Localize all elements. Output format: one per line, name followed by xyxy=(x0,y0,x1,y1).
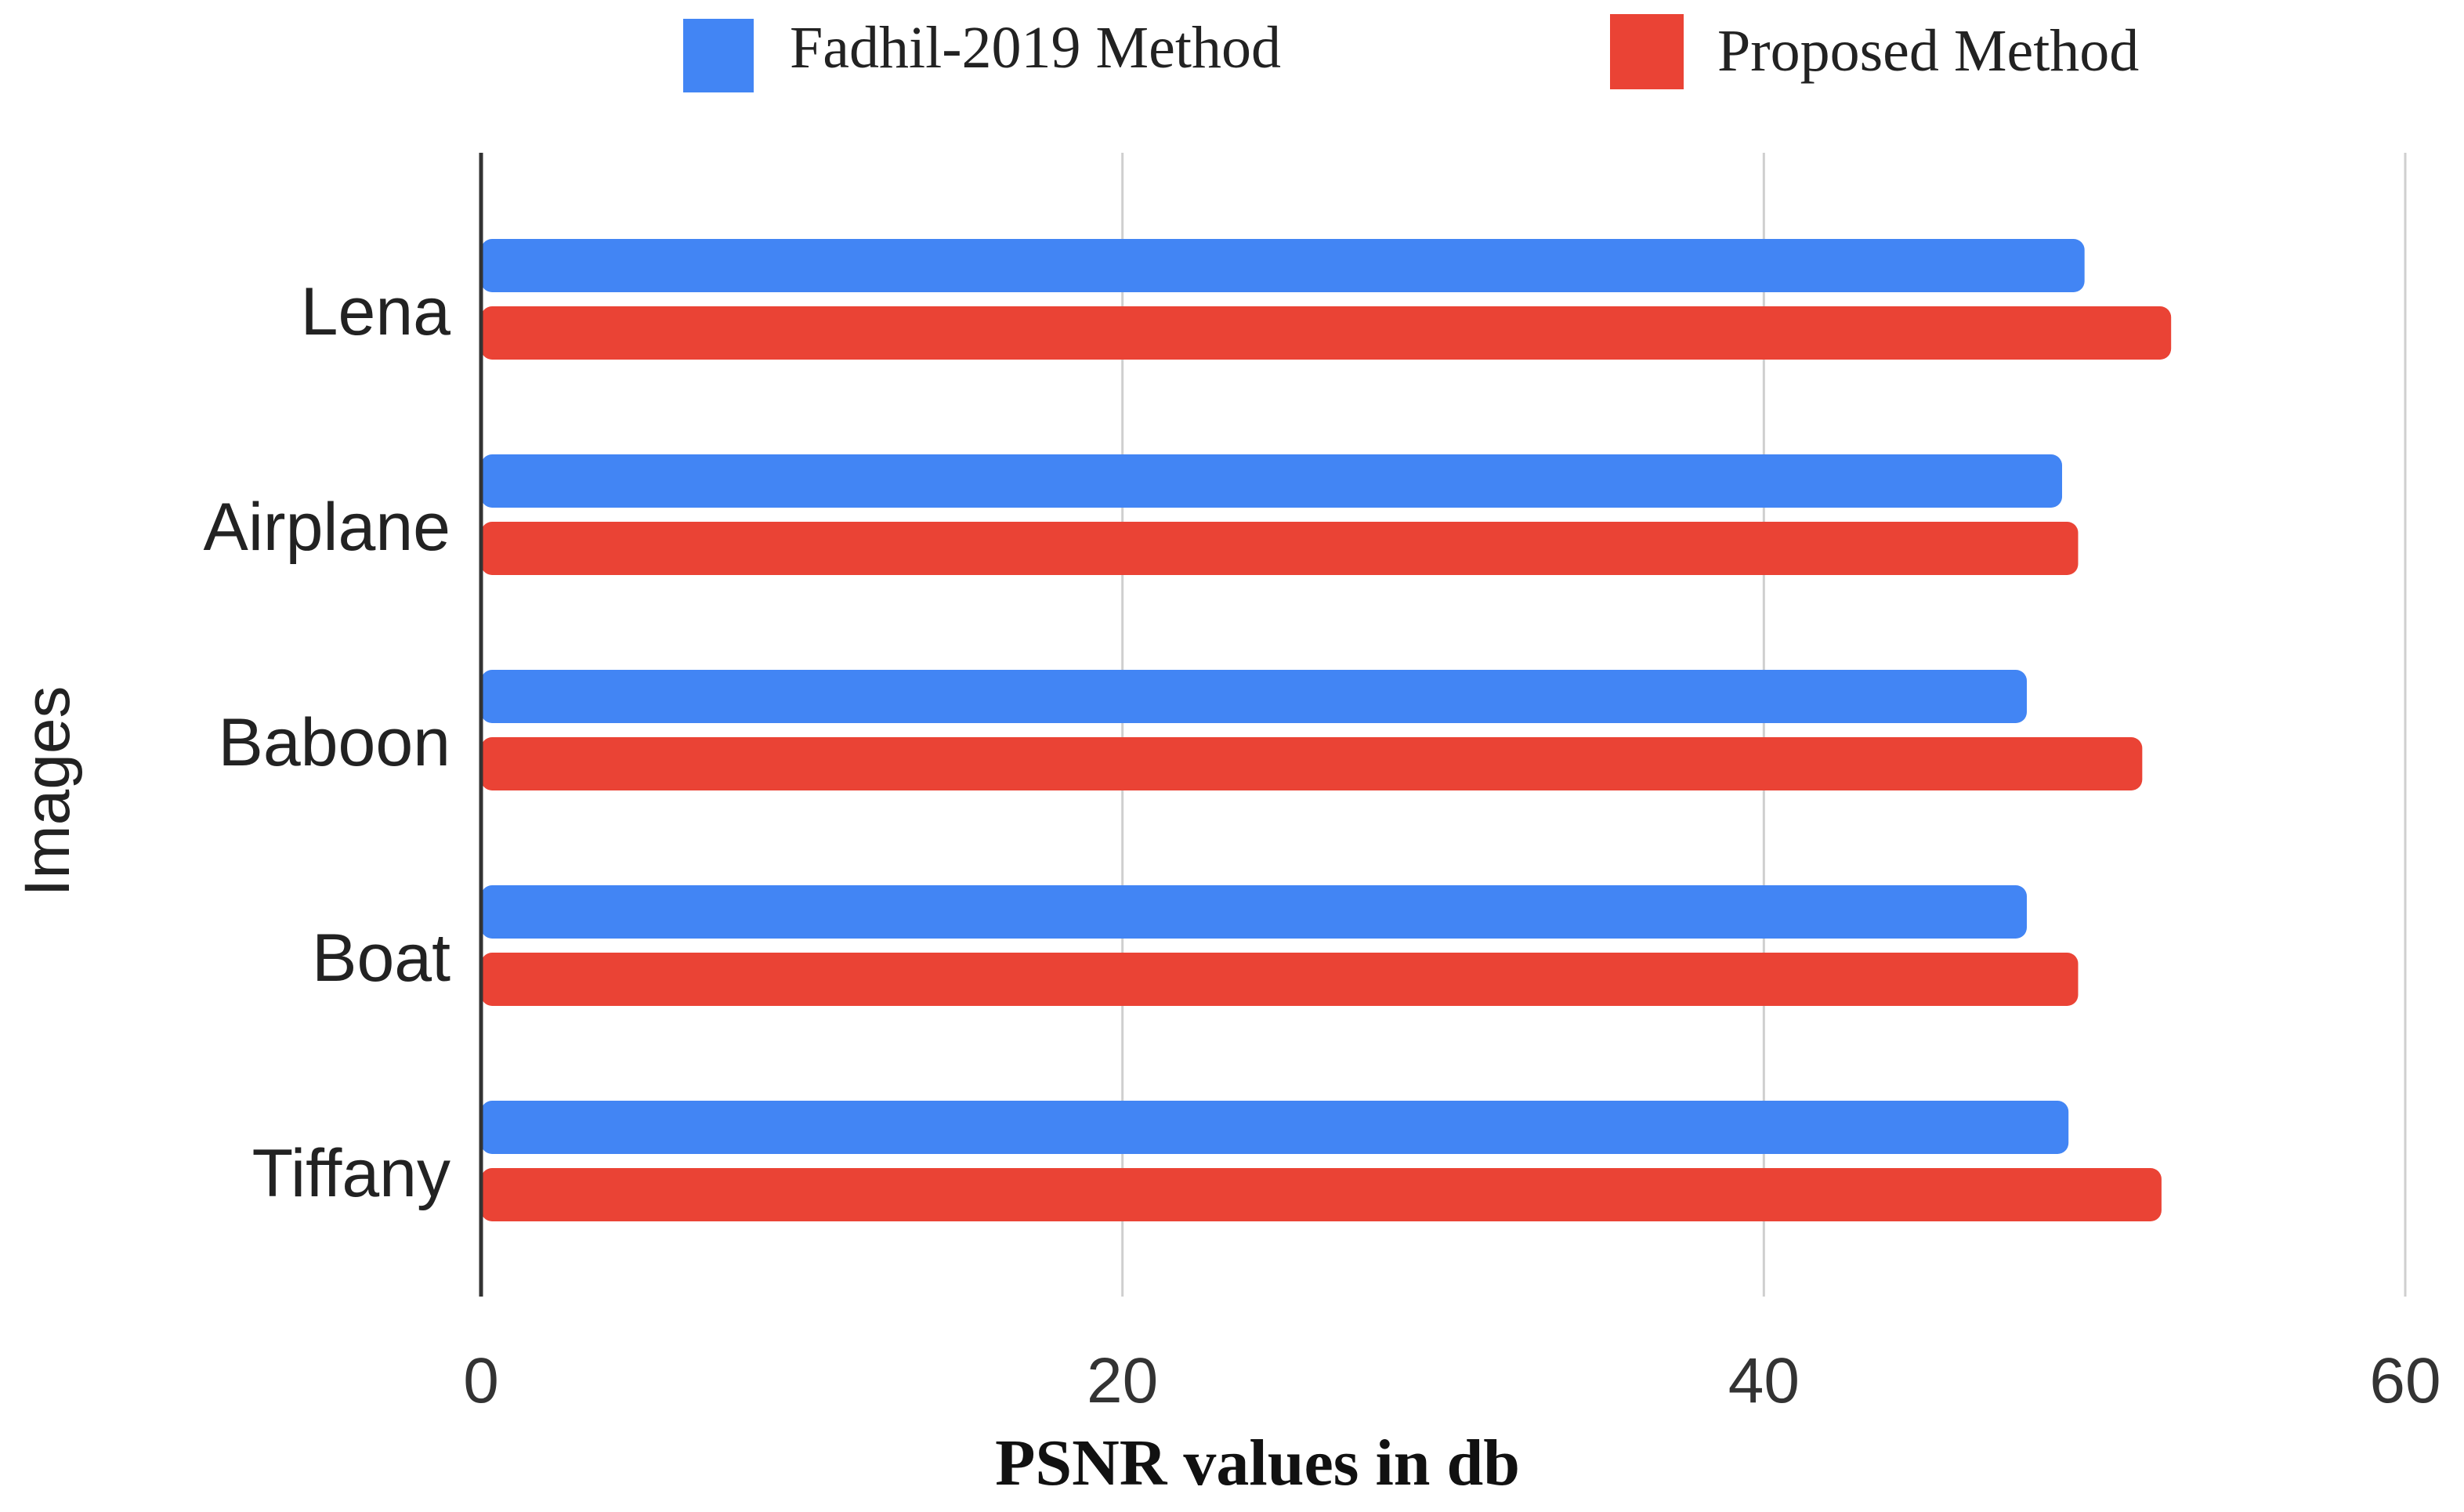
bar-airplane-fadhil-2019 xyxy=(481,454,2063,508)
category-label-airplane: Airplane xyxy=(203,490,450,565)
bar-lena-fadhil-2019 xyxy=(481,239,2085,292)
x-axis-title: PSNR values in db xyxy=(995,1427,1520,1499)
bar-tiffany-proposed xyxy=(481,1168,2162,1221)
legend: Fadhil-2019 Method Proposed Method xyxy=(683,14,2139,92)
bar-baboon-fadhil-2019 xyxy=(481,670,2027,723)
x-tick-label: 20 xyxy=(1087,1345,1158,1416)
bar-tiffany-fadhil-2019 xyxy=(481,1101,2069,1154)
bar-boat-fadhil-2019 xyxy=(481,885,2027,939)
bar-lena-proposed xyxy=(481,306,2172,360)
x-tick-label: 40 xyxy=(1728,1345,1800,1416)
legend-label-fadhil-2019: Fadhil-2019 Method xyxy=(790,15,1281,81)
x-tick-label: 0 xyxy=(463,1345,499,1416)
legend-swatch-fadhil-2019 xyxy=(683,19,754,92)
category-label-lena: Lena xyxy=(301,274,450,349)
y-axis-title: Images xyxy=(12,686,83,897)
x-tick-labels: 0 20 40 60 xyxy=(463,1345,2440,1416)
category-labels: Lena Airplane Baboon Boat Tiffany xyxy=(203,274,450,1211)
category-label-baboon: Baboon xyxy=(218,705,450,780)
bar-baboon-proposed xyxy=(481,737,2143,790)
x-tick-label: 60 xyxy=(2369,1345,2440,1416)
category-label-tiffany: Tiffany xyxy=(252,1136,450,1211)
legend-label-proposed: Proposed Method xyxy=(1717,18,2139,84)
bar-airplane-proposed xyxy=(481,522,2079,575)
legend-swatch-proposed xyxy=(1610,14,1684,89)
bar-boat-proposed xyxy=(481,953,2079,1006)
bars xyxy=(481,239,2172,1221)
category-label-boat: Boat xyxy=(312,921,450,996)
